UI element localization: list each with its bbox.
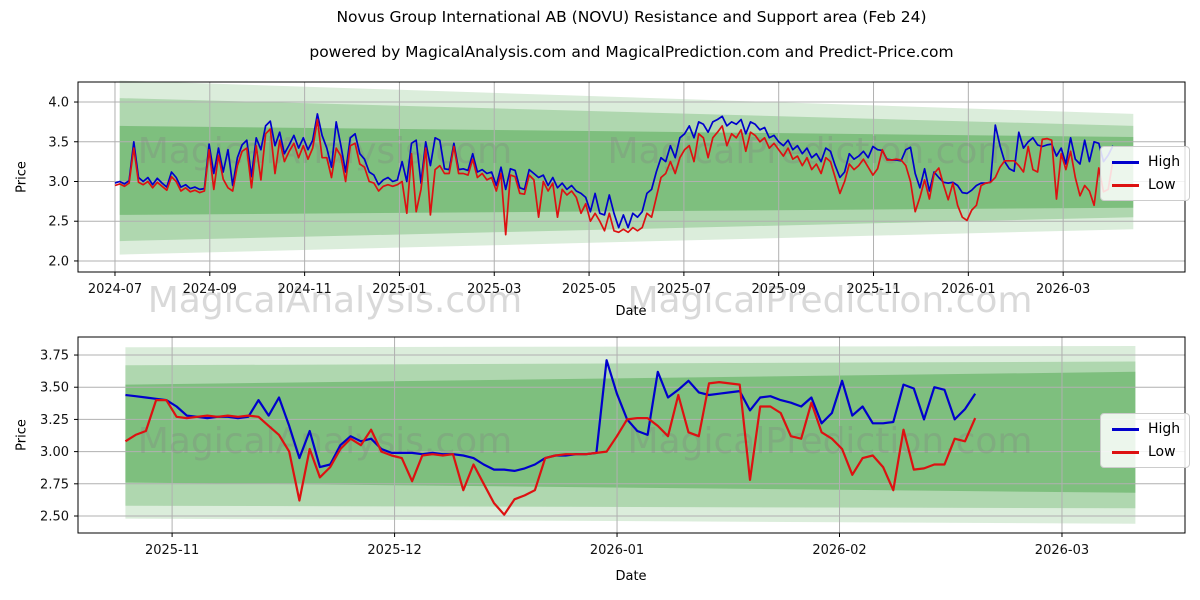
svg-text:2025-11: 2025-11: [846, 282, 900, 297]
svg-text:2026-01: 2026-01: [941, 282, 995, 297]
svg-text:2025-09: 2025-09: [752, 282, 806, 297]
svg-text:2.50: 2.50: [40, 510, 69, 525]
svg-text:3.00: 3.00: [40, 445, 69, 460]
svg-text:MagicalAnalysis.com: MagicalAnalysis.com: [138, 421, 512, 462]
svg-text:4.0: 4.0: [48, 96, 69, 111]
low-line-swatch: [1112, 183, 1139, 187]
svg-text:2.5: 2.5: [48, 215, 69, 230]
svg-text:2025-05: 2025-05: [562, 282, 616, 297]
legend-label-low: Low: [1148, 177, 1176, 193]
legend-item-low: Low: [1112, 445, 1178, 459]
bottom-chart-xlabel: Date: [615, 569, 647, 584]
legend-label-low: Low: [1148, 444, 1176, 460]
high-line-swatch: [1112, 427, 1139, 431]
svg-text:2026-03: 2026-03: [1035, 543, 1089, 558]
legend-bottom: High Low: [1100, 413, 1190, 468]
svg-text:3.0: 3.0: [48, 175, 69, 190]
svg-text:2.75: 2.75: [40, 477, 69, 492]
svg-text:3.25: 3.25: [40, 413, 69, 428]
legend-label-high: High: [1148, 154, 1181, 170]
legend-item-high: High: [1112, 421, 1181, 437]
svg-text:3.50: 3.50: [40, 381, 69, 396]
top-chart-ylabel: Price: [14, 161, 30, 193]
chart-subtitle: powered by MagicalAnalysis.com and Magic…: [309, 43, 954, 61]
legend-label-high: High: [1148, 421, 1181, 437]
svg-text:2025-03: 2025-03: [467, 282, 521, 297]
bottom-chart-ylabel: Price: [14, 419, 30, 451]
top-chart-xlabel: Date: [615, 304, 647, 319]
svg-text:2026-02: 2026-02: [812, 543, 866, 558]
legend-top: High Low: [1100, 146, 1190, 201]
svg-text:MagicalPrediction.com: MagicalPrediction.com: [628, 280, 1033, 321]
svg-text:3.75: 3.75: [40, 349, 69, 364]
svg-text:2025-01: 2025-01: [372, 282, 426, 297]
svg-text:2025-11: 2025-11: [145, 543, 199, 558]
legend-item-low: Low: [1112, 178, 1178, 192]
legend-item-high: High: [1112, 154, 1181, 170]
svg-text:2025-07: 2025-07: [657, 282, 711, 297]
svg-text:3.5: 3.5: [48, 135, 69, 150]
svg-text:2024-11: 2024-11: [277, 282, 331, 297]
svg-text:2026-03: 2026-03: [1036, 282, 1090, 297]
svg-text:2026-01: 2026-01: [590, 543, 644, 558]
svg-text:2024-07: 2024-07: [88, 282, 142, 297]
svg-text:2.0: 2.0: [48, 254, 69, 269]
chart-title: Novus Group International AB (NOVU) Resi…: [336, 8, 927, 26]
svg-text:2025-12: 2025-12: [367, 543, 421, 558]
low-line-swatch: [1112, 450, 1139, 454]
svg-text:2024-09: 2024-09: [183, 282, 237, 297]
svg-text:MagicalAnalysis.com: MagicalAnalysis.com: [148, 280, 522, 321]
high-line-swatch: [1112, 160, 1139, 164]
